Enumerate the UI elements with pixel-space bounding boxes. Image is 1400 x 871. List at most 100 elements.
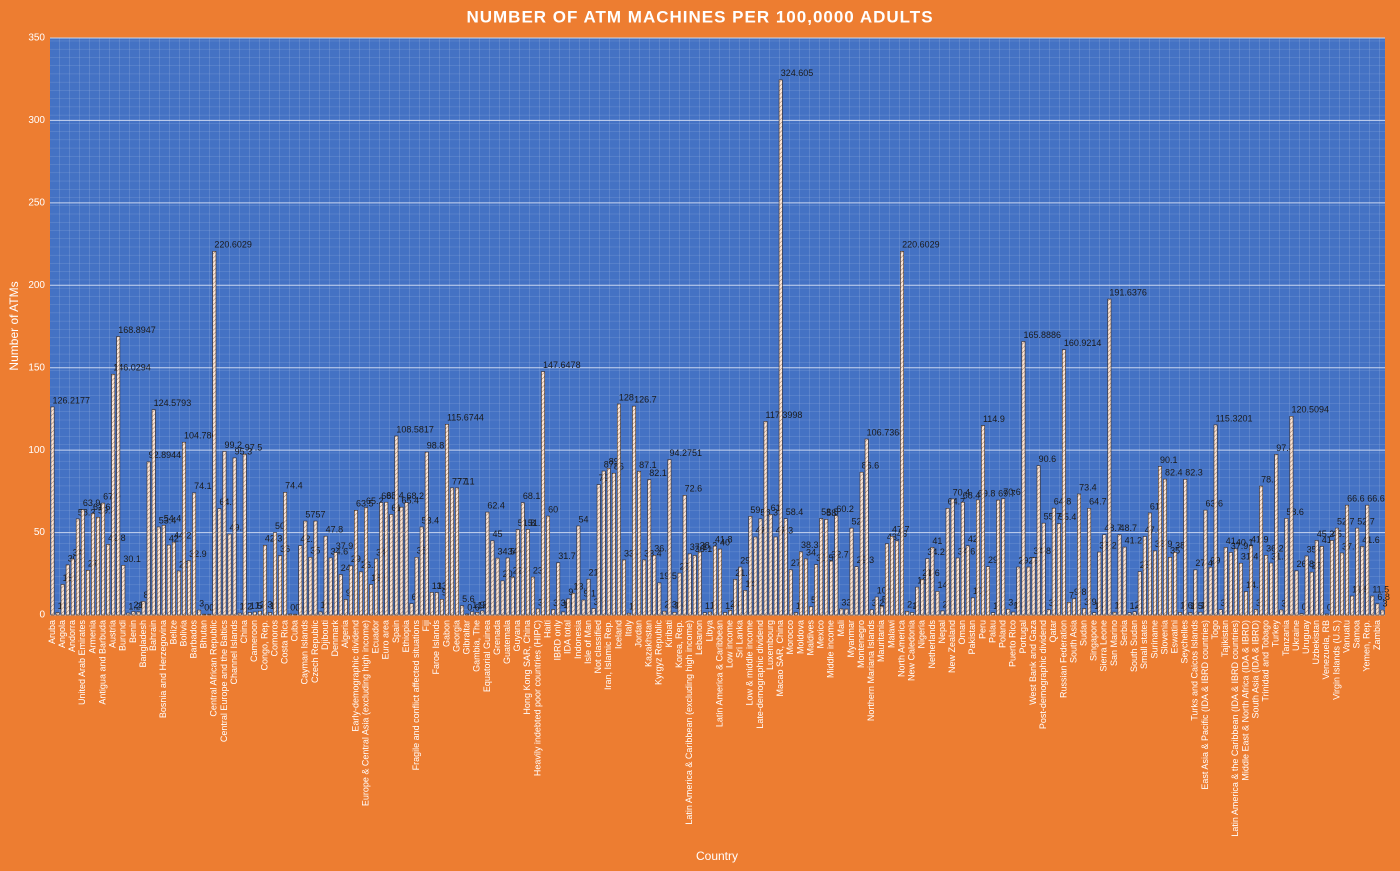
data-label: 29.1 [1018,555,1036,565]
bar [844,608,849,616]
x-tick-label: Middle East & North Africa (IDA & IBRD) [1240,620,1250,781]
data-label: 45.2 [1332,529,1350,539]
x-tick-label: Serbia [1119,620,1129,646]
data-label: 54 [578,514,588,524]
bar [758,518,763,616]
data-label: 68.2 [381,491,399,501]
x-tick-label: Nepal [937,620,947,644]
data-label: 60.2 [836,504,854,514]
bar [955,557,960,616]
data-label: 58 [826,508,836,518]
data-label: 89 [609,457,619,467]
bar [1269,562,1274,616]
data-label: 117.3998 [766,410,803,420]
data-label: 37.9 [1231,541,1249,551]
data-label: 41 [1226,536,1236,546]
bar [1309,571,1314,616]
bar [546,515,551,616]
x-tick-label: Latin America & Caribbean (excluding hig… [684,620,694,825]
data-label: 21.6 [735,568,753,578]
x-tick-label: Kiribati [664,620,674,648]
bar [328,557,333,616]
x-tick-label: Portugal [1018,620,1028,654]
x-tick-label: San Marino [1109,620,1119,666]
bar [1132,611,1137,616]
bar [991,612,996,616]
data-label: 7.7 [1069,591,1082,601]
x-tick-label: Denmark [330,620,340,657]
bar [768,514,773,616]
bar [1168,556,1173,616]
data-label: 97.4 [1276,443,1294,453]
x-tick-label: Jordan [633,620,643,648]
bar [819,518,824,616]
data-label: 38.2 [700,540,718,550]
bar [1137,571,1142,616]
bar [829,560,834,616]
data-label: 95.3 [235,446,253,456]
bar [399,506,404,616]
bar [1026,566,1031,616]
data-label: 37.1 [690,542,708,552]
bar [1031,557,1036,616]
bar [900,251,904,616]
bar [667,459,672,616]
bar [374,558,379,616]
bar [1163,478,1167,616]
bar [1370,595,1375,616]
bar [1152,550,1157,616]
bar [556,562,561,616]
x-tick-label: Slovenia [1159,620,1169,655]
x-tick-label: Bolivia [178,620,188,647]
bar [520,502,525,616]
bar [1360,546,1365,616]
bar [965,545,970,616]
data-label: 74.1 [194,481,212,491]
bar [455,487,459,616]
bar [869,609,874,616]
data-label: 90.6 [1039,454,1057,464]
bar [91,513,95,616]
x-tick-label: Uzbekistan [1311,620,1321,665]
data-label: 47.8 [326,525,344,535]
x-tick-label: Burundi [118,620,128,651]
x-tick-label: South Sudan [1129,620,1139,672]
bar [586,578,591,616]
x-tick-label: Macao SAR, China [775,620,785,697]
x-tick-label: Puerto Rico [1008,620,1018,667]
bar [1213,424,1218,616]
bar [1011,611,1016,616]
data-label: 51.8 [518,518,536,528]
data-label: 78.2 [1261,474,1279,484]
bar [1279,609,1284,616]
bar [707,611,712,616]
x-tick-label: Grenada [492,620,502,655]
bar [783,518,788,616]
bar [1249,545,1253,616]
x-tick-label: Sierra Leone [1099,620,1109,672]
data-label: 1.4 [1130,601,1143,611]
data-label: 40.1 [1236,537,1254,547]
bar [728,610,733,616]
bar [616,403,621,616]
data-label: 54.4 [164,514,182,524]
x-tick-label: Djibouti [320,620,330,650]
data-label: 58.5 [821,507,839,517]
x-tick-label: Cuba [290,620,300,642]
bar [257,610,262,616]
bar [182,441,186,616]
x-tick-label: Europe & Central Asia (excluding high in… [360,620,370,806]
bar [50,406,55,616]
x-tick-label: Palau [987,620,997,643]
bar [1228,552,1233,616]
bar [1299,613,1304,616]
data-label: 13.2 [573,582,591,592]
data-label: 5 [811,595,816,605]
bar [156,526,161,616]
bar [657,582,662,616]
bar [627,612,631,616]
bar [622,559,626,616]
data-label: 34 [806,547,816,557]
data-label: 59.3 [98,506,116,516]
